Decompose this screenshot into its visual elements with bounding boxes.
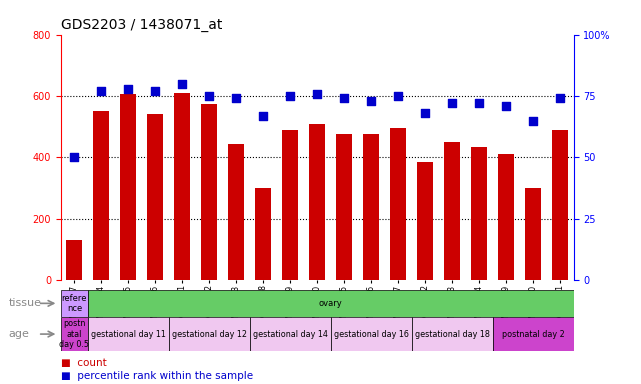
- Bar: [498, 154, 514, 280]
- Bar: [147, 114, 163, 280]
- Bar: [201, 104, 217, 280]
- Text: gestational day 18: gestational day 18: [415, 329, 490, 339]
- Bar: [331, 317, 412, 351]
- Point: [501, 103, 512, 109]
- Bar: [121, 94, 137, 280]
- Point: [231, 95, 242, 101]
- Point: [258, 113, 269, 119]
- Text: age: age: [8, 329, 29, 339]
- Text: gestational day 12: gestational day 12: [172, 329, 247, 339]
- Bar: [88, 317, 169, 351]
- Bar: [390, 128, 406, 280]
- Bar: [444, 142, 460, 280]
- Text: ovary: ovary: [319, 299, 343, 308]
- Bar: [493, 317, 574, 351]
- Bar: [412, 317, 493, 351]
- Text: gestational day 14: gestational day 14: [253, 329, 328, 339]
- Bar: [169, 317, 250, 351]
- Bar: [309, 124, 326, 280]
- Point: [447, 100, 458, 106]
- Text: postnatal day 2: postnatal day 2: [502, 329, 565, 339]
- Point: [339, 95, 349, 101]
- Point: [555, 95, 565, 101]
- Bar: [61, 317, 88, 351]
- Bar: [228, 144, 244, 280]
- Point: [285, 93, 296, 99]
- Point: [474, 100, 485, 106]
- Point: [312, 91, 322, 97]
- Bar: [174, 93, 190, 280]
- Point: [177, 81, 187, 87]
- Bar: [282, 130, 299, 280]
- Bar: [552, 130, 569, 280]
- Text: tissue: tissue: [8, 298, 41, 308]
- Text: ■  percentile rank within the sample: ■ percentile rank within the sample: [61, 371, 253, 381]
- Point: [420, 110, 430, 116]
- Bar: [417, 162, 433, 280]
- Text: GDS2203 / 1438071_at: GDS2203 / 1438071_at: [61, 18, 222, 32]
- Point: [528, 118, 538, 124]
- Text: refere
nce: refere nce: [62, 294, 87, 313]
- Text: gestational day 11: gestational day 11: [91, 329, 166, 339]
- Point: [366, 98, 376, 104]
- Text: postn
atal
day 0.5: postn atal day 0.5: [60, 319, 89, 349]
- Bar: [250, 317, 331, 351]
- Bar: [66, 240, 83, 280]
- Bar: [336, 134, 353, 280]
- Point: [96, 88, 106, 94]
- Point: [393, 93, 403, 99]
- Bar: [94, 111, 110, 280]
- Point: [123, 86, 133, 92]
- Bar: [61, 290, 88, 317]
- Bar: [363, 134, 379, 280]
- Point: [204, 93, 215, 99]
- Text: ■  count: ■ count: [61, 358, 106, 368]
- Bar: [525, 188, 541, 280]
- Point: [69, 154, 79, 161]
- Point: [150, 88, 160, 94]
- Text: gestational day 16: gestational day 16: [334, 329, 409, 339]
- Bar: [471, 147, 487, 280]
- Bar: [255, 188, 271, 280]
